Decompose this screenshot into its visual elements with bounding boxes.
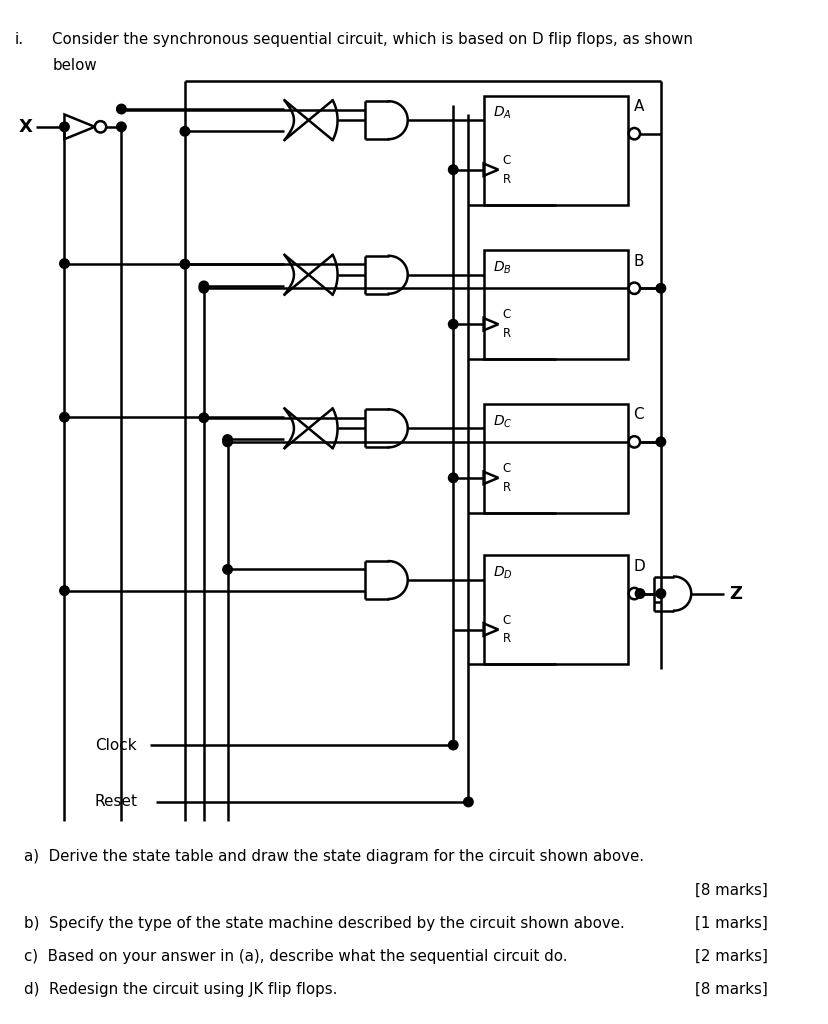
Text: C: C bbox=[502, 613, 510, 627]
Text: Reset: Reset bbox=[94, 795, 137, 809]
Circle shape bbox=[634, 589, 644, 598]
Text: $D_{D}$: $D_{D}$ bbox=[493, 565, 513, 582]
Text: below: below bbox=[52, 57, 97, 73]
Circle shape bbox=[628, 588, 639, 599]
Text: C: C bbox=[502, 154, 510, 167]
Text: C: C bbox=[502, 462, 510, 475]
Text: B: B bbox=[633, 254, 643, 269]
Text: [8 marks]: [8 marks] bbox=[695, 883, 767, 897]
Text: R: R bbox=[502, 480, 510, 494]
Text: R: R bbox=[502, 172, 510, 185]
Circle shape bbox=[463, 798, 473, 807]
Bar bbox=[483, 95, 627, 205]
Text: [1 marks]: [1 marks] bbox=[695, 915, 767, 931]
Text: $D_{A}$: $D_{A}$ bbox=[493, 105, 511, 122]
Circle shape bbox=[223, 437, 232, 446]
Text: C: C bbox=[502, 308, 510, 322]
Circle shape bbox=[223, 564, 232, 574]
Bar bbox=[483, 403, 627, 513]
Text: C: C bbox=[633, 408, 643, 423]
Circle shape bbox=[199, 413, 209, 423]
Text: $D_{C}$: $D_{C}$ bbox=[493, 413, 512, 430]
Circle shape bbox=[655, 437, 665, 446]
Circle shape bbox=[60, 259, 69, 268]
Bar bbox=[483, 250, 627, 359]
Text: Clock: Clock bbox=[94, 737, 137, 753]
Text: R: R bbox=[502, 327, 510, 340]
Circle shape bbox=[199, 284, 209, 293]
Circle shape bbox=[655, 284, 665, 293]
Text: D: D bbox=[633, 559, 644, 574]
Circle shape bbox=[180, 127, 190, 136]
Text: $D_{B}$: $D_{B}$ bbox=[493, 259, 511, 275]
Text: c)  Based on your answer in (a), describe what the sequential circuit do.: c) Based on your answer in (a), describe… bbox=[24, 949, 566, 964]
Circle shape bbox=[628, 128, 639, 139]
Text: a)  Derive the state table and draw the state diagram for the circuit shown abov: a) Derive the state table and draw the s… bbox=[24, 849, 643, 864]
Text: Consider the synchronous sequential circuit, which is based on D flip flops, as : Consider the synchronous sequential circ… bbox=[52, 32, 692, 47]
Text: d)  Redesign the circuit using JK flip flops.: d) Redesign the circuit using JK flip fl… bbox=[24, 982, 337, 997]
Text: i.: i. bbox=[14, 32, 23, 47]
Circle shape bbox=[448, 165, 457, 174]
Text: b)  Specify the type of the state machine described by the circuit shown above.: b) Specify the type of the state machine… bbox=[24, 915, 623, 931]
Circle shape bbox=[655, 589, 665, 598]
Circle shape bbox=[628, 436, 639, 447]
Circle shape bbox=[60, 586, 69, 595]
Text: [2 marks]: [2 marks] bbox=[694, 949, 767, 964]
Circle shape bbox=[223, 435, 232, 444]
Circle shape bbox=[94, 121, 106, 132]
Circle shape bbox=[628, 283, 639, 294]
Circle shape bbox=[448, 740, 457, 750]
Circle shape bbox=[448, 473, 457, 482]
Text: X: X bbox=[18, 118, 32, 136]
Circle shape bbox=[117, 122, 126, 131]
Circle shape bbox=[117, 104, 126, 114]
Text: [8 marks]: [8 marks] bbox=[695, 982, 767, 997]
Circle shape bbox=[60, 413, 69, 422]
Circle shape bbox=[180, 259, 190, 269]
Text: Z: Z bbox=[729, 585, 741, 602]
Circle shape bbox=[448, 319, 457, 329]
Circle shape bbox=[60, 122, 69, 131]
Text: A: A bbox=[633, 99, 643, 115]
Text: R: R bbox=[502, 633, 510, 645]
Circle shape bbox=[199, 282, 209, 291]
Bar bbox=[483, 555, 627, 665]
